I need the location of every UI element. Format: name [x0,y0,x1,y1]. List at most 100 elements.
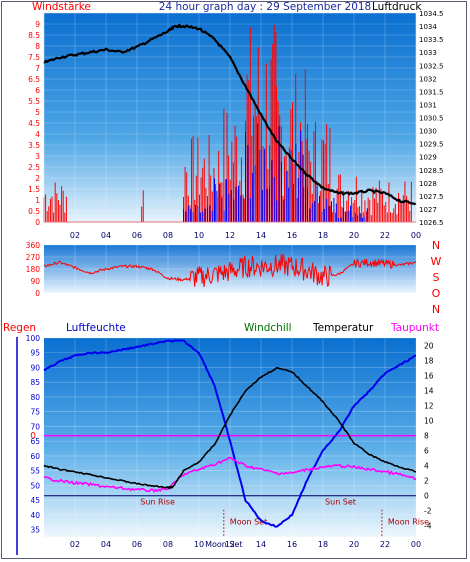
time-tick-label: 14 [256,540,266,549]
wind-tick-label: 5.5 [28,97,40,106]
wind-tick-label: 9 [35,20,40,29]
humidity-tick-label: 65 [30,437,40,446]
moon-set-tick-label: Moon Set [205,540,242,549]
time-axis-top: 02 04 06 08 10 12 14 16 18 20 22 00 [70,231,421,240]
direction-tick-label: 180 [26,265,41,274]
compass-label: W [431,255,442,268]
pressure-tick-label: 1031 [419,101,437,109]
dewpoint-line [43,456,417,493]
wind-gust-series [43,25,416,223]
humidity-tick-label: 70 [30,422,40,431]
humidity-tick-label: 40 [30,511,40,520]
humidity-line [43,339,417,528]
time-tick-label: 06 [132,231,142,240]
time-tick-label: 04 [101,540,111,549]
wind-tick-label: 1.5 [28,185,40,194]
temperature-tick-label: -2 [424,507,432,516]
time-tick-label: 02 [70,540,80,549]
pressure-tick-label: 1032 [419,75,437,83]
time-tick-label: 08 [163,540,173,549]
pressure-label: Luftdruck [372,1,422,13]
compass-label: S [433,271,440,284]
temperature-tick-label: 2 [424,477,429,486]
time-tick-label: 10 [194,231,204,240]
temperature-tick-label: 8 [424,432,429,441]
wind-tick-label: 6.5 [28,75,40,84]
wind-tick-label: 7 [35,64,40,73]
pressure-tick-label: 1031.5 [419,88,444,96]
humidity-tick-label: 45 [30,496,40,505]
time-tick-label: 16 [287,231,297,240]
wind-tick-label: 0.5 [28,207,40,216]
compass-label: N [432,303,440,316]
wind-tick-label: 3 [35,152,40,161]
humidity-tick-label: 50 [30,481,40,490]
time-tick-label: 22 [380,540,390,549]
wind-strength-label: Windstärke [32,1,91,13]
wind-speed-axis: 0 0.5 1 1.5 2 2.5 3 3.5 4 4.5 5 5.5 6 6.5 7 7.5 8 8.5 9 [28,20,40,227]
wind-tick-label: 0 [35,218,40,227]
time-tick-label: 08 [163,231,173,240]
graph-title: 24 hour graph day : 29 September 2018 [159,1,371,13]
wind-tick-label: 8.5 [28,31,40,40]
direction-tick-label: 360 [26,241,41,250]
time-tick-label: 14 [256,231,266,240]
humidity-tick-label: 85 [30,378,40,387]
pressure-tick-label: 1028.5 [419,167,444,175]
wind-tick-label: 4.5 [28,119,40,128]
wind-tick-label: 1 [35,196,40,205]
sun-annotation: Sun Rise [140,498,175,507]
pressure-tick-label: 1026.5 [419,219,444,227]
astro-annotations: Sun Rise Moon Set Sun Set Moon Rise [140,498,429,537]
compass-label: N [432,239,440,252]
time-tick-label: 16 [287,540,297,549]
temperature-axis: -4 -2 0 2 4 6 8 10 12 14 16 18 20 [424,342,434,531]
wind-tick-label: 2.5 [28,163,40,172]
time-tick-label: 20 [349,540,359,549]
moon-annotation: Moon Set [230,518,267,527]
wind-tick-label: 4 [35,130,40,139]
legend-windchill: Windchill [244,322,292,334]
pressure-axis: 1026.5 1027 1027.5 1028 1028.5 1029 1029.5 1030… [419,10,444,227]
humidity-tick-label: 75 [30,408,40,417]
humidity-tick-label: 80 [30,393,40,402]
direction-tick-label: 0 [35,289,40,298]
temperature-tick-label: 10 [424,417,434,426]
time-tick-label: 18 [318,540,328,549]
time-tick-label: 18 [318,231,328,240]
legend-regen: Regen [3,322,36,334]
humidity-tick-label: 100 [26,334,41,343]
time-tick-label: 00 [411,540,421,549]
legend-taupunkt: Taupunkt [390,322,439,334]
legend-luftfeuchte: Luftfeuchte [66,322,126,334]
direction-tick-label: 90 [30,277,40,286]
wind-tick-label: 3.5 [28,141,40,150]
pressure-tick-label: 1033 [419,49,437,57]
temperature-tick-label: -4 [424,522,432,531]
wind-tick-label: 7.5 [28,53,40,62]
direction-tick-label: 270 [26,253,41,262]
pressure-tick-label: 1027 [419,206,437,214]
pressure-tick-label: 1029 [419,154,437,162]
pressure-tick-label: 1030 [419,128,437,136]
moon-annotation: Moon Rise [388,518,429,527]
compass-label: O [432,287,441,300]
time-tick-label: 04 [101,231,111,240]
direction-degree-axis: 0 90 180 270 360 [26,241,41,298]
time-tick-label: 22 [380,231,390,240]
pressure-tick-label: 1027.5 [419,193,444,201]
temperature-tick-label: 0 [424,492,429,501]
wind-tick-label: 2 [35,174,40,183]
wind-direction-line [43,253,417,288]
sun-annotation: Sun Set [325,498,356,507]
time-tick-label: 10 [194,540,204,549]
wind-tick-label: 6 [35,86,40,95]
time-axis-bottom: 02 04 06 08 10 12 14 16 18 20 22 00 Moon Set [70,540,421,549]
wind-tick-label: 5 [35,108,40,117]
temperature-tick-label: 16 [424,372,434,381]
temperature-tick-label: 4 [424,462,429,471]
